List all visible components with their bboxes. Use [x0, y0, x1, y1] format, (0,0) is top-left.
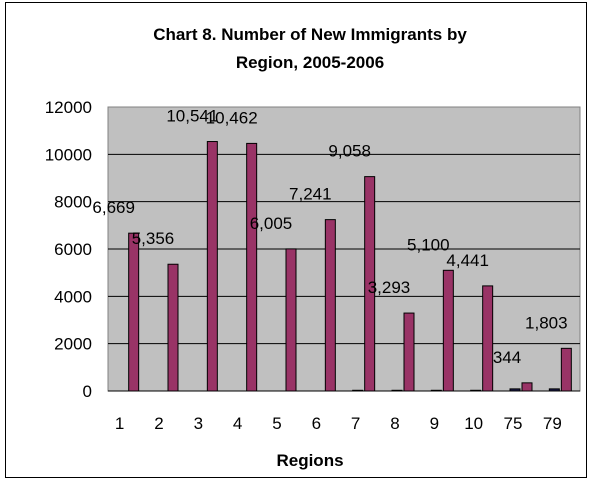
bar-second-series [560, 347, 572, 392]
bar-second-series [324, 219, 336, 392]
x-tick-label: 79 [543, 414, 562, 433]
y-tick-label: 12000 [45, 98, 92, 117]
bar-second-series [206, 141, 218, 392]
y-tick-label: 0 [83, 382, 92, 401]
data-label: 7,241 [289, 185, 332, 204]
y-tick-label: 4000 [54, 287, 92, 306]
bar-second-series [128, 232, 140, 392]
data-label: 5,356 [132, 229, 175, 248]
data-label: 9,058 [328, 142, 371, 161]
data-label: 344 [493, 348, 521, 367]
y-tick-label: 10000 [45, 145, 92, 164]
y-tick-label: 8000 [54, 193, 92, 212]
x-tick-label: 5 [272, 414, 281, 433]
x-axis-title: Regions [276, 451, 343, 470]
bar-second-series [285, 248, 297, 392]
x-tick-label: 4 [233, 414, 242, 433]
x-tick-label: 1 [115, 414, 124, 433]
x-tick-label: 6 [312, 414, 321, 433]
chart-title-line-2: Region, 2005-2006 [236, 53, 384, 72]
x-tick-label: 3 [194, 414, 203, 433]
data-label: 10,541 [166, 107, 218, 126]
data-label: 6,669 [92, 198, 135, 217]
bar-second-series [246, 142, 258, 392]
data-label: 4,441 [446, 251, 489, 270]
data-label: 1,803 [525, 313, 568, 332]
chart-title-line-1: Chart 8. Number of New Immigrants by [153, 25, 467, 44]
bar-second-series [403, 312, 415, 392]
x-tick-label: 75 [504, 414, 523, 433]
x-tick-label: 8 [390, 414, 399, 433]
x-tick-label: 2 [154, 414, 163, 433]
data-label: 5,100 [407, 235, 450, 254]
bar-second-series [167, 263, 179, 392]
bar-second-series [442, 269, 454, 392]
bar-second-series [521, 382, 533, 392]
data-label: 3,293 [368, 278, 411, 297]
data-label: 6,005 [250, 214, 293, 233]
x-tick-label: 7 [351, 414, 360, 433]
y-tick-label: 6000 [54, 240, 92, 259]
x-tick-label: 10 [464, 414, 483, 433]
x-tick-label: 9 [430, 414, 439, 433]
y-tick-label: 2000 [54, 335, 92, 354]
bar-second-series [482, 285, 494, 392]
data-label: 10,462 [206, 108, 258, 127]
